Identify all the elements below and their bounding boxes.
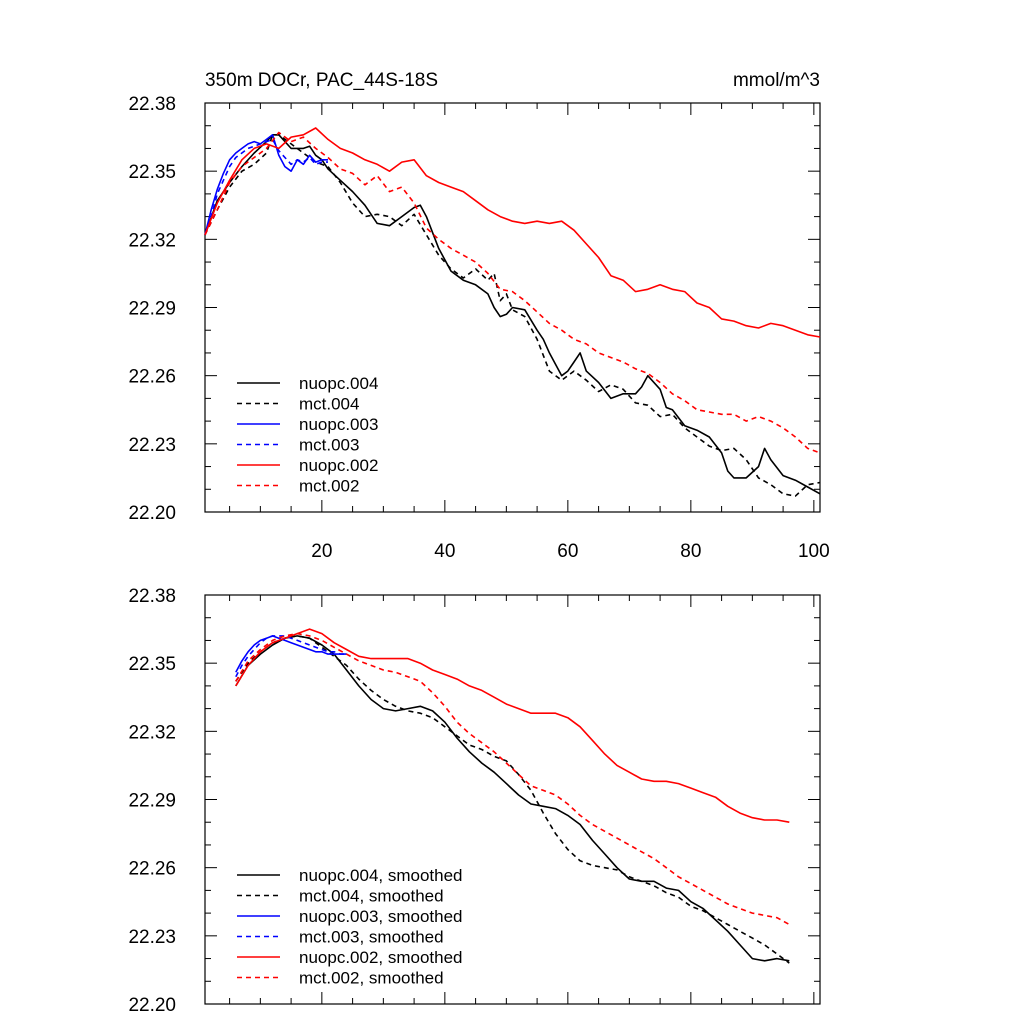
series-line-mct-004 (204, 134, 821, 497)
y-tick-label: 22.38 (128, 586, 176, 607)
series-line-mct-003-smoothed (235, 635, 347, 678)
legend-label: nuopc.004 (299, 374, 378, 393)
series-line-mct-003 (204, 138, 328, 236)
y-tick-label: 22.32 (128, 230, 176, 251)
y-tick-label: 22.23 (128, 927, 176, 948)
y-tick-label: 22.26 (128, 367, 176, 388)
chart-title: 350m DOCr, PAC_44S-18S (205, 70, 438, 91)
y-tick-label: 22.20 (128, 503, 176, 524)
y-tick-label: 22.29 (128, 791, 176, 812)
x-tick-label: 80 (680, 541, 701, 562)
y-tick-label: 22.35 (128, 162, 176, 183)
series-line-mct-002 (204, 131, 821, 454)
x-tick-label: 20 (311, 541, 332, 562)
chart-units: mmol/m^3 (733, 70, 820, 91)
bottom-panel: 22.20 22.23 22.26 22.29 22.32 22.35 22.38 nuopc… (128, 586, 821, 1016)
legend-label: mct.002, smoothed (299, 969, 444, 988)
legend-label: mct.003, smoothed (299, 928, 444, 947)
series-line-nuopc-003-smoothed (235, 635, 347, 673)
legend-label: nuopc.002 (299, 456, 378, 475)
legend-label: mct.004 (299, 395, 359, 414)
x-tick-label: 60 (557, 541, 578, 562)
y-tick-label: 22.35 (128, 654, 176, 675)
series-line-nuopc-002 (204, 127, 821, 338)
x-tick-label: 100 (798, 541, 830, 562)
legend-label: nuopc.002, smoothed (299, 948, 463, 967)
legend-label: nuopc.003, smoothed (299, 907, 463, 926)
y-tick-label: 22.29 (128, 299, 176, 320)
legend-label: mct.002 (299, 477, 359, 496)
series-line-mct-004-smoothed (235, 635, 790, 964)
series-line-nuopc-002-smoothed (235, 628, 790, 823)
legend-label: nuopc.004, smoothed (299, 866, 463, 885)
x-tick-label: 40 (434, 541, 455, 562)
y-tick-label: 22.38 (128, 94, 176, 115)
series-line-mct-002-smoothed (235, 632, 790, 926)
top-panel: 22.20 22.23 22.26 22.29 22.32 22.35 22.38 20 40 6… (128, 94, 829, 562)
series-line-nuopc-004-smoothed (235, 635, 790, 962)
y-tick-label: 22.26 (128, 859, 176, 880)
plot-frame (204, 594, 821, 1005)
y-tick-label: 22.20 (128, 995, 176, 1016)
legend-label: mct.003 (299, 436, 359, 455)
legend-label: nuopc.003 (299, 415, 378, 434)
legend-label: mct.004, smoothed (299, 887, 444, 906)
series-line-nuopc-004 (204, 134, 821, 495)
y-tick-label: 22.32 (128, 722, 176, 743)
series-line-nuopc-003 (204, 134, 328, 235)
y-tick-label: 22.23 (128, 435, 176, 456)
